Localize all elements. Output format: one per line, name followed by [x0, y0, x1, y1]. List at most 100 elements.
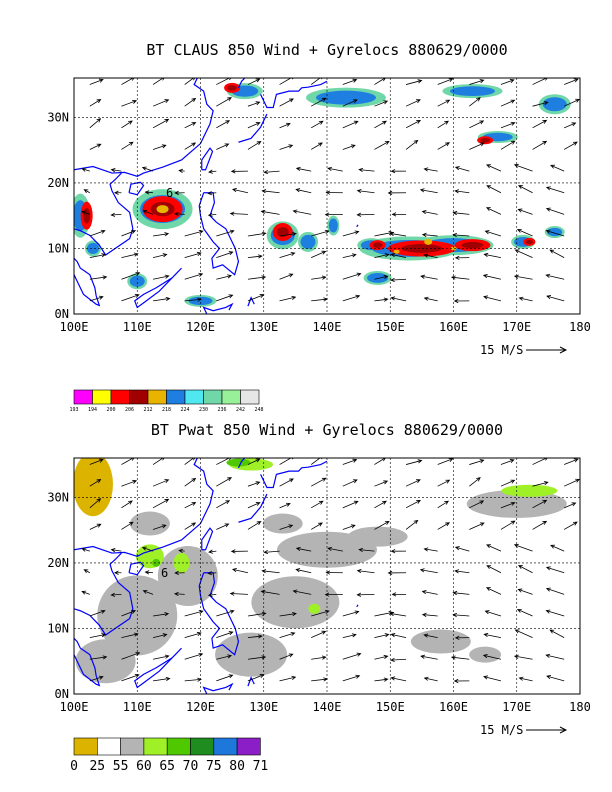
wind-vector [486, 185, 502, 194]
wind-vector [374, 120, 387, 129]
wind-vector [216, 97, 232, 107]
wind-vector [230, 169, 248, 174]
wind-vector [184, 610, 204, 617]
colorbar-label: 193 [69, 407, 78, 413]
wind-vector [517, 565, 533, 574]
wind-vector [374, 253, 390, 259]
coastline [74, 78, 214, 177]
wind-vector [311, 297, 329, 302]
wind-vector [325, 570, 343, 575]
wind-vector [390, 296, 407, 302]
wind-vector [356, 568, 375, 574]
colorbar-label: 60 [136, 759, 152, 774]
wind-vector [81, 167, 90, 172]
wind-vector [110, 592, 122, 597]
wind-vector [247, 634, 263, 639]
wind-vector [391, 592, 407, 597]
coastline [128, 181, 145, 196]
wind-vector [174, 190, 185, 195]
wind-vector [532, 101, 549, 107]
wind-vector [121, 673, 140, 682]
wind-vector [500, 140, 516, 150]
wind-vector [310, 458, 323, 465]
wind-vector [486, 164, 502, 172]
wind-vector [549, 249, 565, 258]
cold-cloud-top [525, 239, 534, 245]
wind-vector [421, 232, 438, 237]
cold-cloud-top [83, 207, 91, 224]
colorbar: 0 25 55 60 65 70 75 80 71 [70, 737, 269, 774]
wind-vector [152, 498, 170, 509]
colorbar-label: 71 [253, 759, 269, 774]
wind-vector [89, 143, 102, 150]
wind-vector [546, 295, 565, 302]
wind-vector [549, 629, 565, 638]
wind-vector [500, 459, 515, 465]
wind-vector [207, 191, 217, 196]
wind-vector [532, 499, 548, 509]
moist-region [410, 629, 471, 654]
wind-vector [279, 273, 294, 280]
wind-vector [89, 458, 104, 465]
wind-vector [342, 144, 356, 150]
colorbar-label: 200 [106, 407, 115, 413]
wind-vector [483, 632, 502, 639]
wind-vector [500, 99, 516, 107]
coldest-cloud-top [450, 246, 457, 251]
wind-vector [342, 479, 358, 487]
wind-vector [469, 79, 485, 85]
colorbar-swatch [240, 389, 260, 405]
wind-vector [420, 654, 438, 660]
moist-region [75, 639, 136, 684]
wind-vector [545, 207, 565, 215]
coastline [260, 80, 328, 109]
cold-cloud-top [227, 85, 237, 91]
coastline [247, 296, 255, 307]
wind-vector [121, 252, 139, 259]
wind-vector [482, 654, 502, 660]
wind-vector [89, 229, 106, 237]
coastline [238, 493, 268, 523]
colorbar-swatch [143, 737, 168, 756]
wind-vector [546, 675, 565, 682]
wind-vector [518, 296, 533, 302]
wind-vector [83, 189, 91, 194]
wind-vector [391, 212, 407, 217]
wind-vector [216, 294, 234, 302]
wind-vector [454, 255, 470, 260]
wind-vector [454, 546, 470, 552]
wind-vector [423, 633, 438, 639]
very-moist-region [226, 458, 251, 467]
wind-vector [121, 632, 139, 639]
wind-vector [517, 588, 533, 595]
colorbar-label: 224 [180, 407, 189, 413]
wind-vector [152, 144, 167, 150]
wind-vector [454, 166, 470, 172]
wind-vector [500, 479, 516, 487]
wind-vector [342, 253, 357, 259]
wind-vector [311, 250, 327, 258]
colorbar-label: 65 [159, 759, 175, 774]
coastline [74, 172, 134, 256]
colorbar-label: 212 [143, 407, 152, 413]
coastline [201, 147, 214, 171]
coastline-layer [74, 458, 359, 694]
wind-vector [437, 78, 454, 85]
wind-vector [389, 231, 407, 237]
wind-vector [247, 141, 262, 150]
x-tick-label: 130E [249, 320, 278, 334]
colorbar-label: 218 [162, 407, 171, 413]
wind-vector [89, 253, 107, 259]
wind-vector [229, 591, 248, 596]
colorbar-swatch [236, 737, 261, 756]
very-moist-region [308, 603, 321, 614]
wind-vector [405, 79, 423, 85]
wind-vector [437, 479, 451, 487]
colorbar-label: 194 [88, 407, 97, 413]
wind-vector [545, 229, 565, 237]
wind-vector [81, 210, 90, 215]
wind-vector [121, 479, 138, 487]
coastline [237, 78, 246, 89]
storm-marker-label: 6 [161, 566, 168, 580]
vector-key-arrowhead [559, 346, 568, 354]
